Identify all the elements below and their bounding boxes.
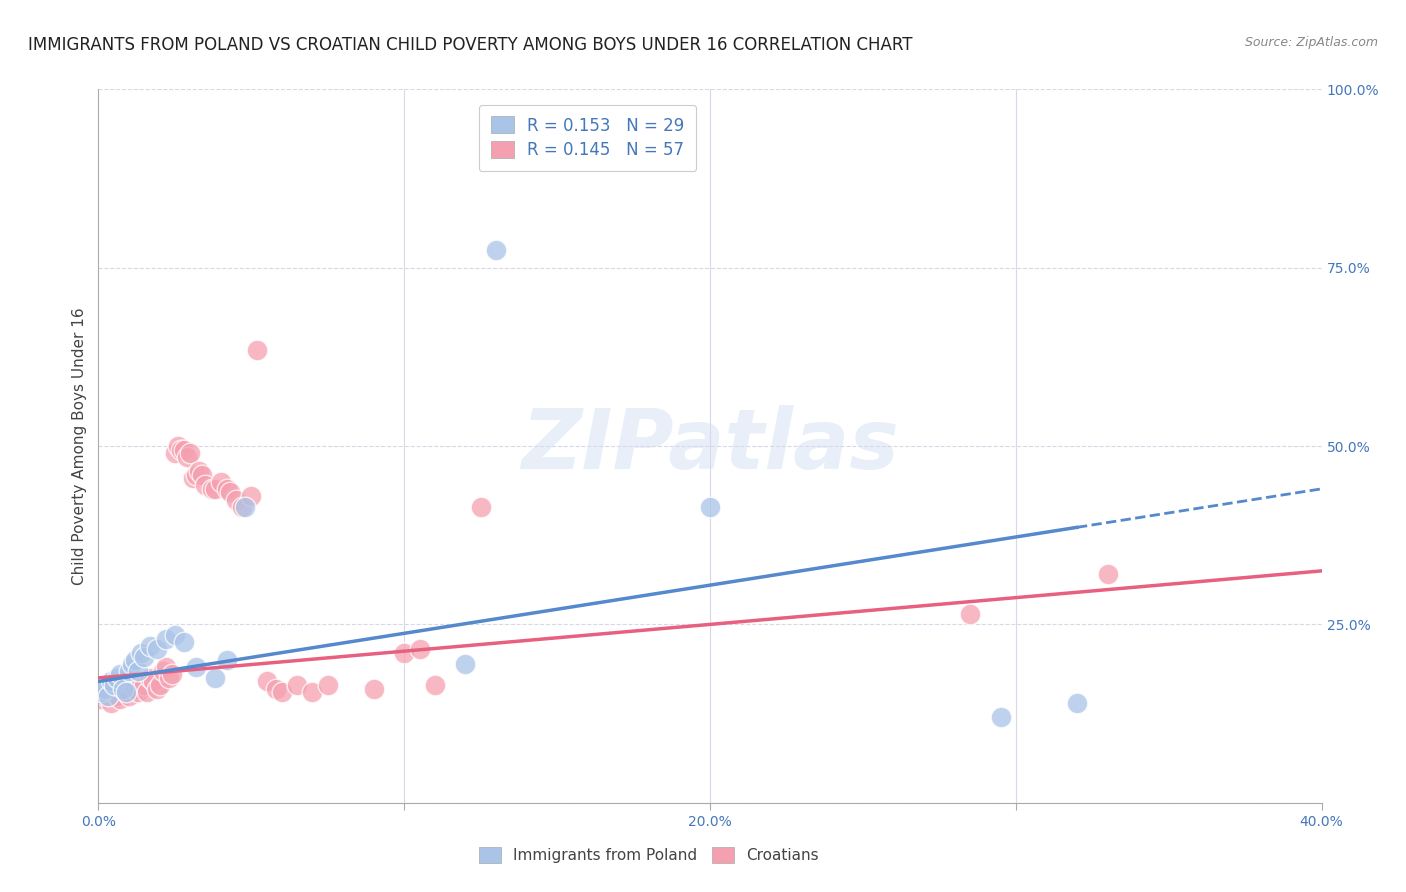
Point	[100, 674, 122, 689]
Point	[219, 485, 242, 500]
Point	[233, 500, 256, 514]
Point	[136, 685, 159, 699]
Point	[454, 657, 477, 671]
Point	[160, 667, 183, 681]
Point	[105, 671, 128, 685]
Point	[105, 689, 128, 703]
Point	[93, 689, 115, 703]
Point	[959, 607, 981, 621]
Point	[264, 681, 287, 696]
Point	[111, 681, 134, 696]
Point	[145, 642, 167, 657]
Point	[155, 660, 177, 674]
Point	[145, 681, 167, 696]
Point	[240, 489, 263, 503]
Point	[173, 635, 195, 649]
Point	[149, 678, 172, 692]
Point	[134, 649, 156, 664]
Point	[246, 343, 269, 357]
Point	[90, 692, 112, 706]
Point	[231, 500, 253, 514]
Point	[127, 664, 149, 678]
Point	[470, 500, 492, 514]
Point	[316, 678, 339, 692]
Point	[485, 243, 508, 257]
Point	[118, 689, 141, 703]
Point	[97, 685, 120, 699]
Text: ZIPatlas: ZIPatlas	[522, 406, 898, 486]
Point	[139, 639, 162, 653]
Point	[423, 678, 446, 692]
Point	[204, 671, 226, 685]
Point	[167, 439, 190, 453]
Point	[225, 492, 247, 507]
Point	[163, 446, 186, 460]
Point	[90, 685, 112, 699]
Point	[111, 681, 134, 696]
Point	[392, 646, 416, 660]
Point	[990, 710, 1012, 724]
Y-axis label: Child Poverty Among Boys Under 16: Child Poverty Among Boys Under 16	[72, 307, 87, 585]
Point	[163, 628, 186, 642]
Point	[124, 681, 146, 696]
Point	[215, 482, 238, 496]
Point	[115, 685, 138, 699]
Point	[408, 642, 430, 657]
Point	[1066, 696, 1088, 710]
Point	[170, 442, 193, 457]
Point	[139, 671, 162, 685]
Point	[1097, 567, 1119, 582]
Point	[155, 632, 177, 646]
Point	[699, 500, 721, 514]
Point	[209, 475, 232, 489]
Point	[103, 678, 125, 692]
Point	[142, 674, 165, 689]
Point	[134, 678, 156, 692]
Text: IMMIGRANTS FROM POLAND VS CROATIAN CHILD POVERTY AMONG BOYS UNDER 16 CORRELATION: IMMIGRANTS FROM POLAND VS CROATIAN CHILD…	[28, 36, 912, 54]
Point	[93, 681, 115, 696]
Legend: Immigrants from Poland, Croatians: Immigrants from Poland, Croatians	[468, 837, 830, 873]
Point	[363, 681, 385, 696]
Point	[121, 678, 143, 692]
Point	[191, 467, 214, 482]
Point	[188, 464, 211, 478]
Point	[108, 692, 131, 706]
Point	[186, 467, 208, 482]
Point	[285, 678, 308, 692]
Point	[97, 689, 120, 703]
Point	[157, 671, 180, 685]
Point	[194, 478, 217, 492]
Point	[301, 685, 323, 699]
Point	[129, 674, 152, 689]
Point	[124, 653, 146, 667]
Point	[152, 664, 174, 678]
Point	[173, 442, 195, 457]
Point	[270, 685, 292, 699]
Point	[115, 685, 138, 699]
Point	[176, 450, 198, 464]
Point	[108, 667, 131, 681]
Point	[129, 646, 152, 660]
Point	[215, 653, 238, 667]
Point	[186, 660, 208, 674]
Point	[103, 681, 125, 696]
Point	[181, 471, 204, 485]
Point	[204, 482, 226, 496]
Point	[179, 446, 201, 460]
Text: Source: ZipAtlas.com: Source: ZipAtlas.com	[1244, 36, 1378, 49]
Point	[256, 674, 278, 689]
Point	[121, 657, 143, 671]
Point	[118, 664, 141, 678]
Point	[100, 696, 122, 710]
Point	[200, 482, 222, 496]
Point	[127, 685, 149, 699]
